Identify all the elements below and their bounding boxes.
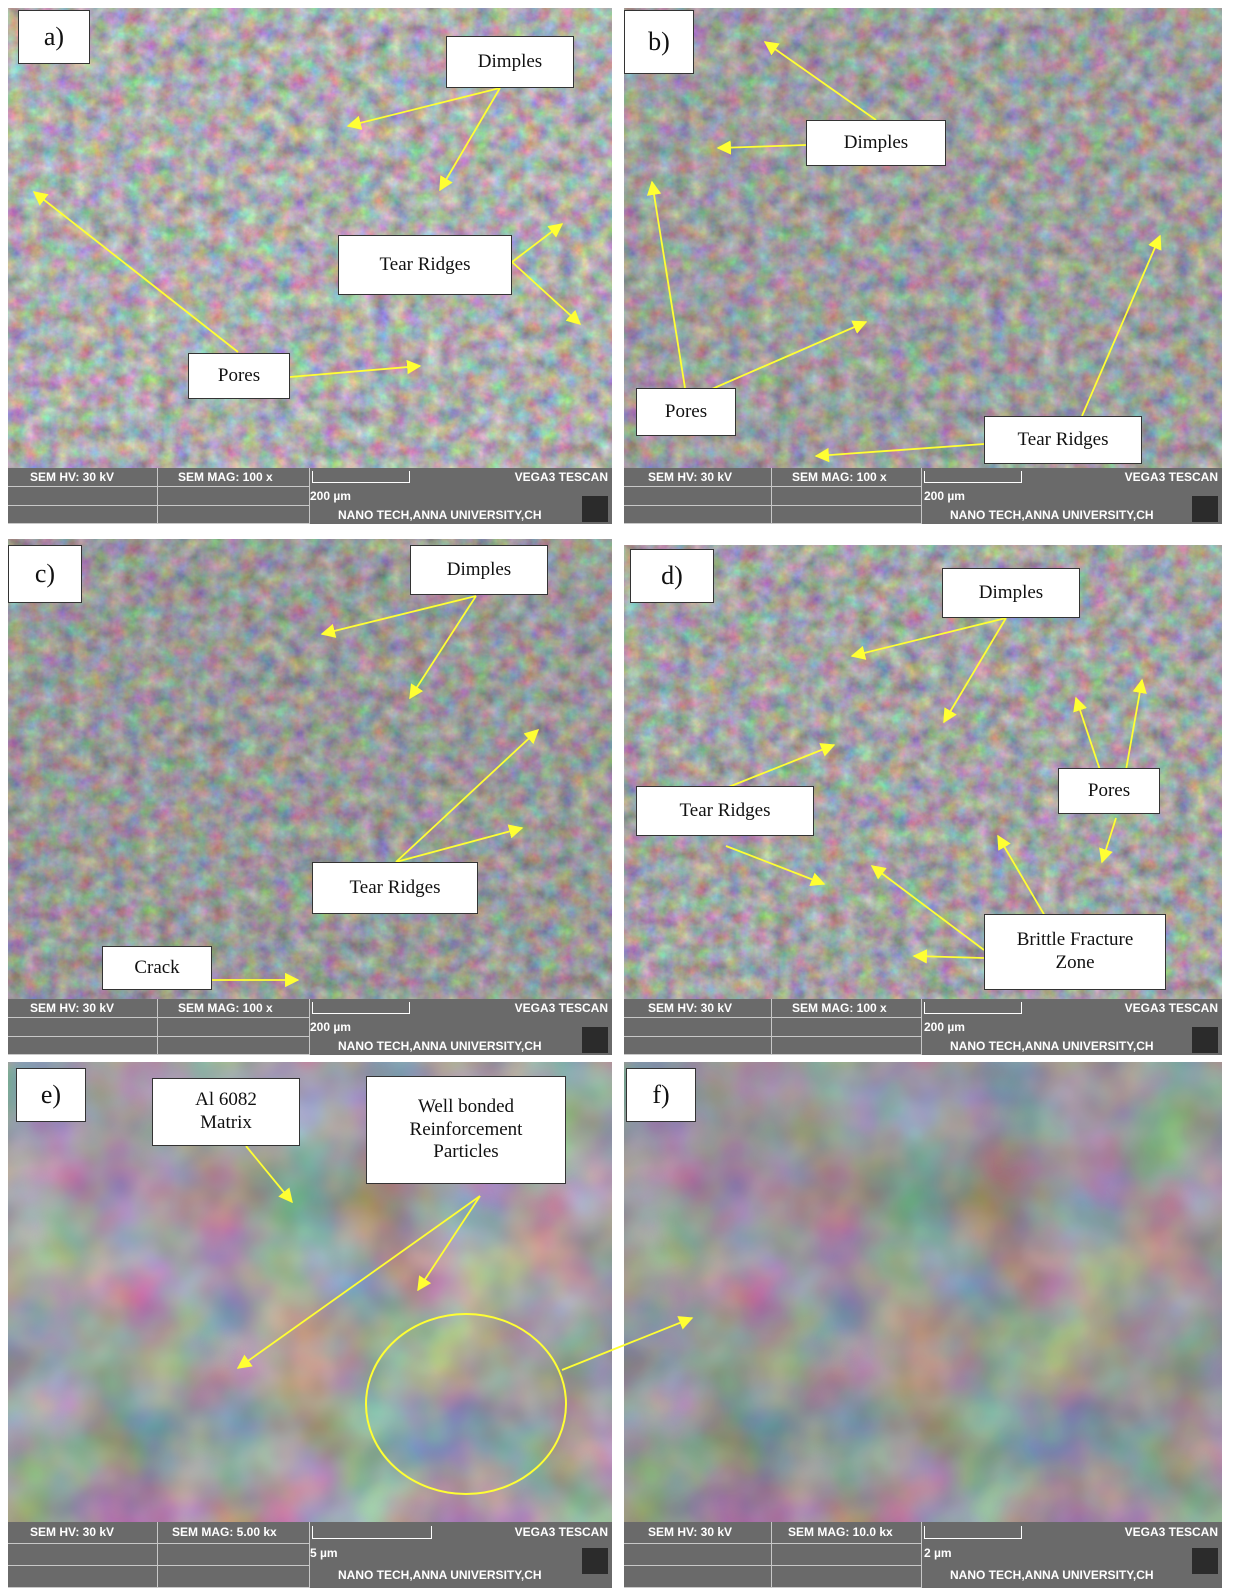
- lab-label: NANO TECH,ANNA UNIVERSITY,CH: [950, 1039, 1154, 1053]
- lab-label: NANO TECH,ANNA UNIVERSITY,CH: [950, 1568, 1154, 1582]
- scale-value: 200 µm: [924, 489, 965, 503]
- hv-value: SEM HV: 30 kV: [648, 1525, 733, 1539]
- mag-value: SEM MAG: 10.0 kx: [788, 1525, 893, 1539]
- panel-letter-f: f): [626, 1068, 696, 1122]
- label-dimples-c: Dimples: [410, 545, 548, 595]
- scale-value: 200 µm: [924, 1020, 965, 1034]
- lab-label: NANO TECH,ANNA UNIVERSITY,CH: [338, 1568, 542, 1582]
- scale-bar: [312, 1526, 432, 1539]
- brand-label: VEGA3 TESCAN: [514, 1525, 608, 1539]
- brand-label: VEGA3 TESCAN: [1124, 1001, 1218, 1015]
- sem-info-bar-e: SEM HV: 30 kV SEM MAG: 5.00 kx 5 µm VEGA…: [8, 1522, 612, 1588]
- label-dimples-a: Dimples: [446, 36, 574, 88]
- label-crack-c: Crack: [102, 946, 212, 990]
- label-tear-ridges-c: Tear Ridges: [312, 862, 478, 914]
- scale-value: 2 µm: [924, 1546, 952, 1560]
- label-reinforcement-e: Well bonded Reinforcement Particles: [366, 1076, 566, 1184]
- label-pores-b: Pores: [636, 388, 736, 436]
- label-brittle-fracture-d: Brittle Fracture Zone: [984, 914, 1166, 990]
- scale-bar: [312, 1002, 410, 1014]
- sem-micrograph-c: [8, 539, 612, 999]
- sem-info-bar-f: SEM HV: 30 kV SEM MAG: 10.0 kx 2 µm VEGA…: [624, 1522, 1222, 1588]
- scale-value: 200 µm: [310, 489, 351, 503]
- label-pores-a: Pores: [188, 353, 290, 399]
- lab-label: NANO TECH,ANNA UNIVERSITY,CH: [950, 508, 1154, 522]
- tescan-logo: [582, 496, 608, 522]
- brand-label: VEGA3 TESCAN: [514, 1001, 608, 1015]
- brand-label: VEGA3 TESCAN: [1124, 1525, 1218, 1539]
- tescan-logo: [1192, 1548, 1218, 1574]
- scale-bar: [312, 471, 410, 483]
- tescan-logo: [1192, 1027, 1218, 1053]
- scale-bar: [924, 1526, 1022, 1539]
- mag-value: SEM MAG: 100 x: [178, 470, 273, 484]
- label-tear-ridges-b: Tear Ridges: [984, 416, 1142, 464]
- label-dimples-d: Dimples: [942, 568, 1080, 618]
- sem-micrograph-f: [624, 1062, 1222, 1522]
- hv-value: SEM HV: 30 kV: [30, 470, 115, 484]
- sem-info-bar-a: SEM HV: 30 kV SEM MAG: 100 x 200 µm VEGA…: [8, 468, 612, 524]
- mag-value: SEM MAG: 100 x: [178, 1001, 273, 1015]
- sem-info-bar-d: SEM HV: 30 kV SEM MAG: 100 x 200 µm VEGA…: [624, 999, 1222, 1055]
- panel-letter-e: e): [16, 1068, 86, 1122]
- mag-value: SEM MAG: 5.00 kx: [172, 1525, 277, 1539]
- tescan-logo: [582, 1548, 608, 1574]
- label-tear-ridges-d: Tear Ridges: [636, 786, 814, 836]
- brand-label: VEGA3 TESCAN: [514, 470, 608, 484]
- panel-letter-c: c): [8, 545, 82, 603]
- hv-value: SEM HV: 30 kV: [648, 1001, 733, 1015]
- panel-f: SEM HV: 30 kV SEM MAG: 10.0 kx 2 µm VEGA…: [624, 1062, 1222, 1588]
- brand-label: VEGA3 TESCAN: [1124, 470, 1218, 484]
- label-dimples-b: Dimples: [806, 120, 946, 166]
- scale-bar: [924, 471, 1022, 483]
- scale-value: 200 µm: [310, 1020, 351, 1034]
- sem-info-bar-b: SEM HV: 30 kV SEM MAG: 100 x 200 µm VEGA…: [624, 468, 1222, 524]
- scale-bar: [924, 1002, 1022, 1014]
- panel-c: SEM HV: 30 kV SEM MAG: 100 x 200 µm VEGA…: [8, 539, 612, 1055]
- tescan-logo: [582, 1027, 608, 1053]
- label-tear-ridges-a: Tear Ridges: [338, 235, 512, 295]
- panel-letter-b: b): [624, 10, 694, 74]
- mag-value: SEM MAG: 100 x: [792, 470, 887, 484]
- hv-value: SEM HV: 30 kV: [30, 1001, 115, 1015]
- hv-value: SEM HV: 30 kV: [30, 1525, 115, 1539]
- hv-value: SEM HV: 30 kV: [648, 470, 733, 484]
- panel-letter-d: d): [630, 549, 714, 603]
- lab-label: NANO TECH,ANNA UNIVERSITY,CH: [338, 508, 542, 522]
- scale-value: 5 µm: [310, 1546, 338, 1560]
- mag-value: SEM MAG: 100 x: [792, 1001, 887, 1015]
- sem-info-bar-c: SEM HV: 30 kV SEM MAG: 100 x 200 µm VEGA…: [8, 999, 612, 1055]
- lab-label: NANO TECH,ANNA UNIVERSITY,CH: [338, 1039, 542, 1053]
- panel-b: SEM HV: 30 kV SEM MAG: 100 x 200 µm VEGA…: [624, 8, 1222, 524]
- label-pores-d: Pores: [1058, 768, 1160, 814]
- tescan-logo: [1192, 496, 1218, 522]
- label-al6082-matrix-e: Al 6082 Matrix: [152, 1078, 300, 1146]
- panel-letter-a: a): [18, 10, 90, 64]
